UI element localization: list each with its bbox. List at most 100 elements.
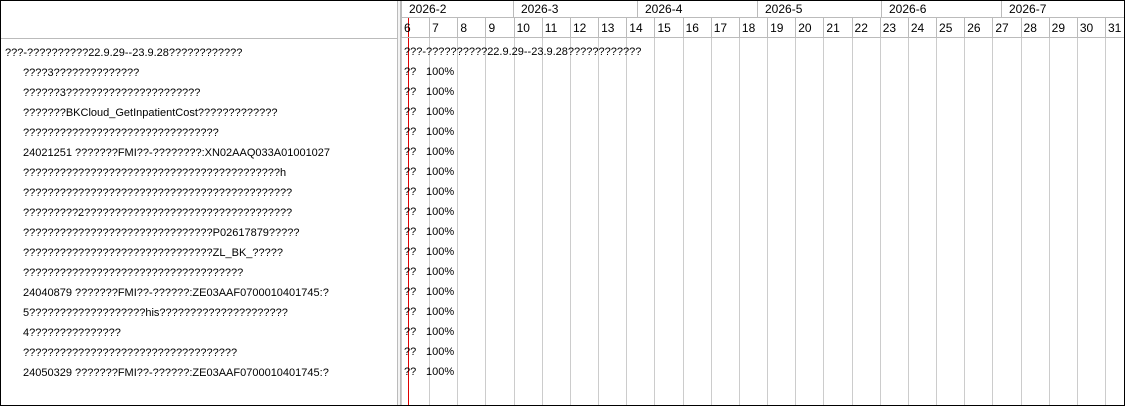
task-list-panel: ???-??????????22.9.29--23.9.28??????????…: [1, 1, 397, 405]
task-row[interactable]: ???-??????????22.9.29--23.9.28??????????…: [5, 47, 243, 59]
grid-line: [513, 38, 515, 405]
task-progress: 100%: [426, 146, 455, 158]
week-header: 25: [936, 18, 965, 38]
week-header: 30: [1076, 18, 1105, 38]
grid-line: [1076, 38, 1078, 405]
month-header: 2026-2: [401, 1, 513, 18]
month-header: 2026-5: [757, 1, 881, 18]
grid-line: [569, 38, 571, 405]
grid-line: [1105, 38, 1106, 405]
panel-splitter[interactable]: [397, 1, 401, 405]
week-header: 6: [401, 18, 430, 38]
task-progress: 100%: [426, 226, 455, 238]
week-header: 26: [964, 18, 993, 38]
grid-line: [541, 38, 543, 405]
task-row[interactable]: ????3??????????????: [23, 67, 140, 79]
week-header: 16: [682, 18, 711, 38]
week-header: 18: [738, 18, 768, 38]
task-list-header: [1, 1, 397, 39]
task-progress: 100%: [426, 126, 455, 138]
week-header: 29: [1048, 18, 1077, 38]
week-header: 13: [598, 18, 627, 38]
week-header: 14: [626, 18, 655, 38]
grid-line: [710, 38, 712, 405]
grid-line: [682, 38, 684, 405]
task-bar-label[interactable]: ??: [404, 186, 417, 198]
week-header: 27: [992, 18, 1021, 38]
task-bar-label[interactable]: ??: [404, 106, 417, 118]
task-row[interactable]: ????????????????????????????????: [23, 127, 219, 139]
task-bar-label[interactable]: ??: [404, 246, 417, 258]
task-row[interactable]: 24040879 ???????FMI??-??????:ZE03AAF0700…: [23, 287, 329, 299]
task-bar-label[interactable]: ??: [404, 366, 417, 378]
week-header: 12: [569, 18, 599, 38]
task-progress: 100%: [426, 66, 455, 78]
grid-line: [936, 38, 938, 405]
today-marker: [408, 18, 409, 405]
task-row[interactable]: ???????BKCloud_GetInpatientCost?????????…: [23, 107, 278, 119]
task-bar-label[interactable]: ??: [404, 326, 417, 338]
task-progress: 100%: [426, 306, 455, 318]
grid-line: [851, 38, 853, 405]
task-row[interactable]: ??????3??????????????????????: [23, 87, 201, 99]
week-header: 15: [654, 18, 683, 38]
grid-line: [738, 38, 740, 405]
task-progress: 100%: [426, 286, 455, 298]
task-row[interactable]: ????????????????????????????????????????…: [23, 167, 287, 179]
task-row[interactable]: 5???????????????????his?????????????????…: [23, 307, 288, 319]
week-header: 19: [767, 18, 796, 38]
grid-line: [626, 38, 628, 405]
task-row[interactable]: 24050329 ???????FMI??-??????:ZE03AAF0700…: [23, 367, 329, 379]
week-header: 11: [541, 18, 570, 38]
grid-line: [1048, 38, 1050, 405]
task-bar-label[interactable]: ??: [404, 206, 417, 218]
week-header: 24: [907, 18, 937, 38]
month-header: 2026-7: [1001, 1, 1124, 18]
grid-line: [401, 38, 402, 405]
grid-line: [598, 38, 600, 405]
task-row[interactable]: ???????????????????????????????????: [23, 347, 238, 359]
task-bar-label[interactable]: ??: [404, 166, 417, 178]
grid-line: [485, 38, 487, 405]
task-row[interactable]: ????????????????????????????????????????…: [23, 187, 293, 199]
task-progress: 100%: [426, 106, 455, 118]
task-bar-label[interactable]: ??: [404, 146, 417, 158]
task-bar-label[interactable]: ??: [404, 266, 417, 278]
week-header: 9: [485, 18, 514, 38]
task-progress: 100%: [426, 326, 455, 338]
task-bar-label[interactable]: ??: [404, 286, 417, 298]
grid-line: [1020, 38, 1022, 405]
task-row[interactable]: ???????????????????????????????ZL_BK_???…: [23, 247, 283, 259]
week-header: 8: [457, 18, 486, 38]
task-bar-label[interactable]: ??: [404, 226, 417, 238]
timeline-panel: 2026-2 2026-3 2026-4 2026-5 2026-6 2026-7 6 7 8 9…: [401, 1, 1124, 405]
task-progress: 100%: [426, 186, 455, 198]
grid-line: [795, 38, 797, 405]
grid-line: [964, 38, 966, 405]
task-row[interactable]: 24021251 ???????FMI??-????????:XN02AAQ03…: [23, 147, 331, 159]
week-header: 31: [1105, 18, 1124, 38]
summary-bar-label[interactable]: ???-??????????22.9.29--23.9.28??????????…: [404, 46, 642, 58]
task-row[interactable]: ????????????????????????????????????: [23, 267, 244, 279]
week-header: 22: [851, 18, 880, 38]
week-header: 20: [795, 18, 824, 38]
week-header: 21: [823, 18, 852, 38]
task-bar-label[interactable]: ??: [404, 306, 417, 318]
task-row[interactable]: 4???????????????: [23, 327, 121, 339]
grid-line: [879, 38, 881, 405]
task-bar-label[interactable]: ??: [404, 86, 417, 98]
month-header: 2026-3: [513, 1, 637, 18]
task-row[interactable]: ???????????????????????????????P02617879…: [23, 227, 300, 239]
week-header: 17: [710, 18, 739, 38]
task-bar-label[interactable]: ??: [404, 346, 417, 358]
task-bar-label[interactable]: ??: [404, 66, 417, 78]
task-row[interactable]: ?????????2??????????????????????????????…: [23, 207, 293, 219]
task-progress: 100%: [426, 266, 455, 278]
task-bar-label[interactable]: ??: [404, 126, 417, 138]
task-progress: 100%: [426, 206, 455, 218]
grid-line: [457, 38, 459, 405]
month-header: 2026-6: [881, 1, 1001, 18]
week-header: 23: [879, 18, 908, 38]
task-progress: 100%: [426, 166, 455, 178]
week-header: 10: [513, 18, 542, 38]
